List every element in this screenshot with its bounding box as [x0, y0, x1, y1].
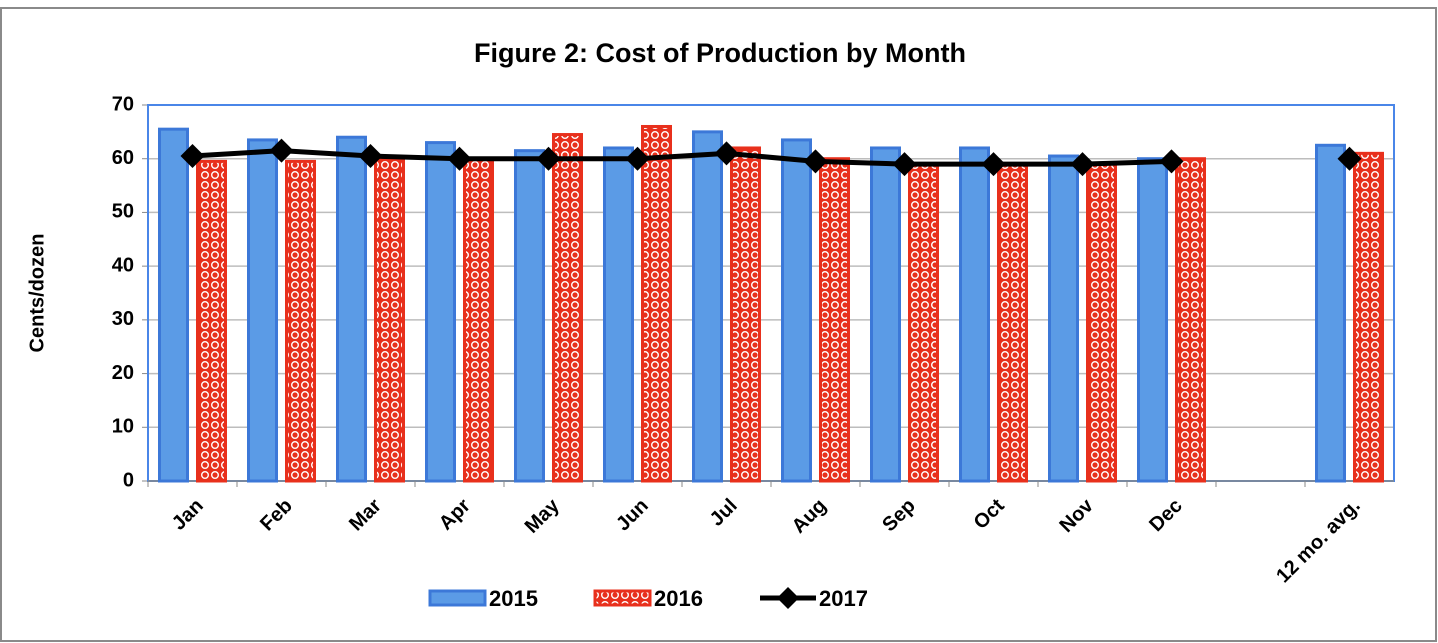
- bar: [692, 130, 723, 483]
- line-marker: [536, 146, 561, 171]
- line-marker: [447, 146, 472, 171]
- chart-title: Figure 2: Cost of Production by Month: [474, 38, 966, 68]
- y-tick-label: 70: [112, 93, 134, 115]
- bar: [641, 124, 672, 483]
- line-marker: [358, 144, 383, 169]
- line-marker: [714, 141, 739, 166]
- y-tick-label: 40: [112, 254, 134, 276]
- legend-label: 2017: [819, 586, 868, 611]
- bar: [196, 159, 227, 483]
- y-tick-label: 10: [112, 416, 134, 438]
- y-tick-label: 20: [112, 362, 134, 384]
- line-marker: [625, 146, 650, 171]
- bar: [514, 149, 545, 483]
- bar: [870, 146, 901, 483]
- line-marker: [1070, 152, 1095, 177]
- legend-marker: [777, 587, 799, 609]
- bar: [1175, 157, 1206, 483]
- bar: [336, 135, 367, 483]
- legend-label: 2016: [654, 586, 703, 611]
- bar: [1315, 143, 1346, 483]
- bar: [552, 133, 583, 483]
- y-axis-label: Cents/dozen: [26, 234, 48, 353]
- line-marker: [803, 149, 828, 174]
- bar: [997, 162, 1028, 483]
- line-marker: [1159, 149, 1184, 174]
- bar: [247, 138, 278, 483]
- bar: [158, 127, 189, 483]
- line-marker: [1337, 146, 1362, 171]
- bar: [730, 146, 761, 483]
- bar: [425, 141, 456, 483]
- y-tick-label: 60: [112, 147, 134, 169]
- bar: [908, 162, 939, 483]
- legend-swatch: [428, 589, 487, 607]
- legend-label: 2015: [489, 586, 538, 611]
- bar: [603, 146, 634, 483]
- bar: [1137, 157, 1168, 483]
- y-tick-label: 30: [112, 308, 134, 330]
- y-tick-label: 50: [112, 201, 134, 223]
- y-tick-label: 0: [123, 469, 134, 491]
- bar: [1048, 154, 1079, 483]
- line-marker: [981, 152, 1006, 177]
- line-marker: [269, 138, 294, 163]
- line-marker: [180, 144, 205, 169]
- line-marker: [892, 152, 917, 177]
- bar: [819, 157, 850, 483]
- bar: [959, 146, 990, 483]
- bar: [1086, 162, 1117, 483]
- bar: [463, 157, 494, 483]
- legend-swatch: [593, 589, 652, 607]
- bar: [285, 159, 316, 483]
- bar: [781, 138, 812, 483]
- bar: [374, 157, 405, 483]
- bar: [1353, 151, 1384, 483]
